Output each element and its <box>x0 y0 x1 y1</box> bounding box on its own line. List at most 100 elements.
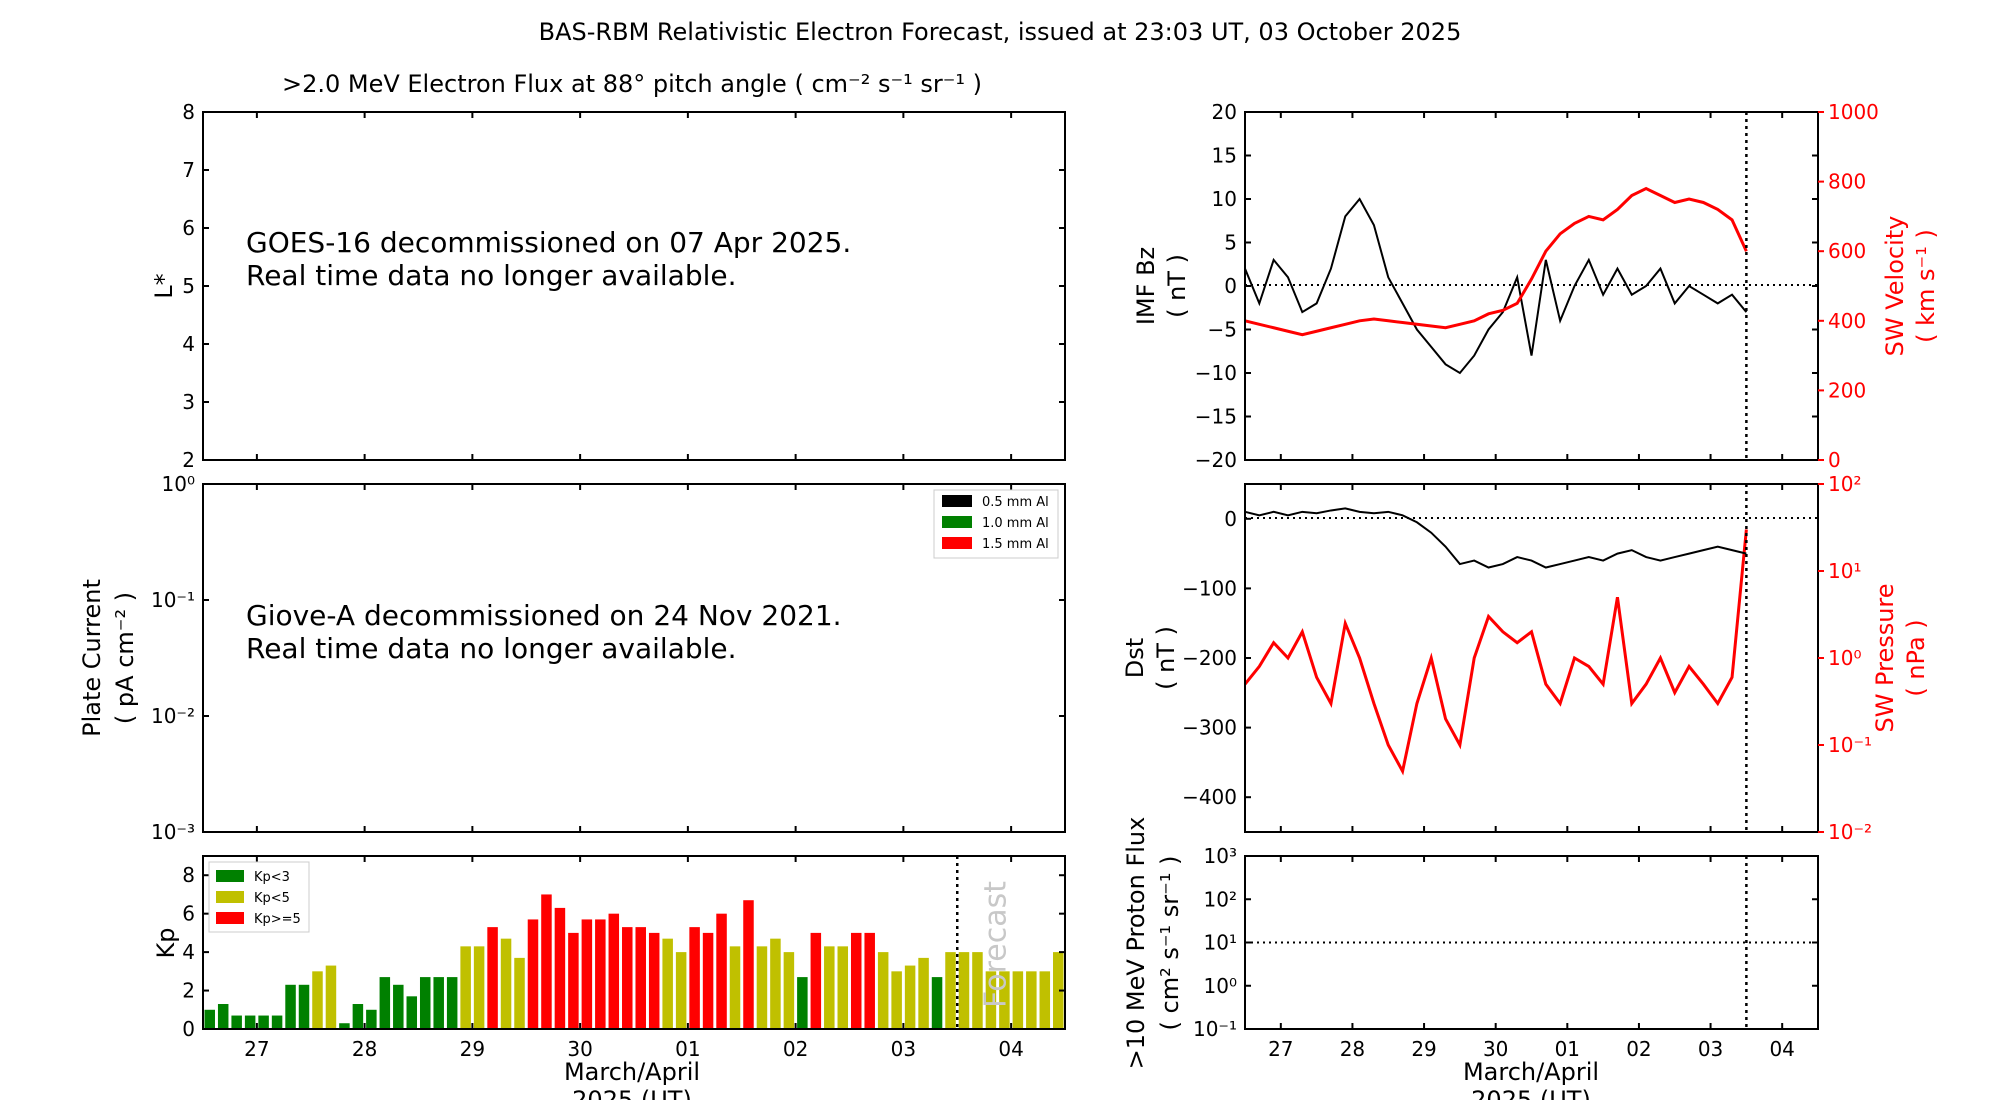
kp-bar <box>662 938 673 1029</box>
kp-bar <box>904 965 916 1029</box>
plate-current-message-line1: Giove-A decommissioned on 24 Nov 2021. <box>246 599 842 632</box>
sw-velocity-series <box>1244 186 1748 337</box>
kp-bar <box>972 952 983 1029</box>
kp-bar <box>541 894 552 1029</box>
dst-series <box>1244 507 1747 569</box>
imf-bz-series <box>1244 197 1748 375</box>
plate-current-x-ticks <box>255 484 1013 832</box>
kp-legend-label-low: Kp<3 <box>254 870 290 885</box>
y-tick-label: 3 <box>182 390 195 414</box>
kp-bar <box>568 932 579 1029</box>
plate-current-axes <box>202 483 1066 833</box>
y-tick-label: −400 <box>1182 785 1237 809</box>
kp-bar <box>339 1023 350 1029</box>
x-tick-label: 29 <box>1411 1037 1436 1061</box>
kp-bar <box>487 927 498 1029</box>
proton-y-ticks: 10⁻¹ 10⁰ 10¹ 10² 10³ <box>1193 844 1818 1041</box>
electron-flux-message-line1: GOES-16 decommissioned on 07 Apr 2025. <box>246 226 851 259</box>
y-tick-label: 0 <box>1224 507 1237 531</box>
kp-bar <box>877 952 889 1029</box>
electron-flux-title: >2.0 MeV Electron Flux at 88° pitch angl… <box>282 70 982 98</box>
y-tick-label: 10⁻¹ <box>1193 1017 1237 1041</box>
y2-tick-label: 600 <box>1828 239 1866 263</box>
legend-label-1-0mm: 1.0 mm Al <box>982 516 1049 531</box>
kp-bar <box>433 977 444 1029</box>
kp-bar <box>419 977 431 1029</box>
kp-bar <box>379 977 391 1029</box>
x-tick-label: 04 <box>998 1037 1023 1061</box>
kp-bar <box>366 1009 377 1029</box>
kp-bar <box>648 932 660 1029</box>
y-tick-label: 10¹ <box>1204 931 1237 955</box>
figure-title: BAS-RBM Relativistic Electron Forecast, … <box>539 18 1462 46</box>
y-tick-label: 10⁰ <box>162 472 195 496</box>
proton-x-label-line2: 2025 (UT) <box>1471 1086 1591 1100</box>
kp-bar <box>783 952 795 1029</box>
kp-bar <box>554 907 566 1029</box>
kp-bar <box>702 932 714 1029</box>
plate-current-message-line2: Real time data no longer available. <box>246 632 737 665</box>
proton-x-label-line1: March/April <box>1463 1058 1599 1086</box>
y-tick-label: 2 <box>182 448 195 472</box>
kp-bar <box>460 946 471 1029</box>
y2-tick-label: 0 <box>1828 448 1841 472</box>
kp-bar <box>204 1009 215 1029</box>
proton-x-ticks: 27 28 29 30 01 02 03 04 <box>1268 856 1795 1061</box>
y-tick-label: 5 <box>1224 231 1237 255</box>
dst-y-ticks: −400 −300 −200 −100 0 <box>1182 507 1251 809</box>
velocity-y-label-line2: ( km s⁻¹ ) <box>1912 229 1940 343</box>
dst-pressure-axes <box>1244 483 1819 833</box>
kp-bar <box>352 1004 364 1029</box>
x-tick-label: 30 <box>1483 1037 1508 1061</box>
plate-current-y-ticks: 10⁻³ 10⁻² 10⁻¹ 10⁰ <box>151 472 1065 844</box>
imf-y-label-line1: IMF Bz <box>1132 247 1160 325</box>
imf-velocity-panel: −20 −15 −10 −5 0 5 10 15 20 0 200 400 600 800 1000 IM… <box>1132 100 1940 472</box>
kp-bar <box>285 984 296 1029</box>
y-tick-label: 8 <box>182 100 195 124</box>
kp-bar <box>756 946 768 1029</box>
y-tick-label: −200 <box>1182 646 1237 670</box>
y2-tick-label: 1000 <box>1828 100 1879 124</box>
y-tick-label: 10 <box>1212 187 1237 211</box>
kp-bar <box>635 927 646 1029</box>
electron-flux-message-line2: Real time data no longer available. <box>246 259 737 292</box>
y2-tick-label: 400 <box>1828 309 1866 333</box>
y-tick-label: 0 <box>182 1017 195 1041</box>
kp-bar <box>393 984 404 1029</box>
y-tick-label: 2 <box>182 979 195 1003</box>
y-tick-label: 10⁻³ <box>151 820 195 844</box>
kp-bar <box>298 984 310 1029</box>
kp-bar <box>622 927 633 1029</box>
x-tick-label: 29 <box>460 1037 485 1061</box>
kp-bar <box>824 946 835 1029</box>
kp-legend-swatch-low <box>216 870 244 882</box>
y-tick-label: −100 <box>1182 576 1237 600</box>
y-tick-label: 15 <box>1212 144 1237 168</box>
y2-tick-label: 10⁻² <box>1828 820 1872 844</box>
kp-bar <box>743 900 754 1029</box>
kp-x-label-line1: March/April <box>564 1058 700 1086</box>
kp-bar <box>1039 971 1051 1029</box>
y-tick-label: 8 <box>182 863 195 887</box>
legend-swatch-0-5mm <box>942 495 972 507</box>
x-tick-label: 04 <box>1769 1037 1794 1061</box>
kp-bar <box>514 957 525 1029</box>
y-tick-label: −15 <box>1195 405 1237 429</box>
kp-x-label-line2: 2025 (UT) <box>572 1086 692 1100</box>
kp-bar <box>258 1015 269 1029</box>
kp-bar <box>985 971 997 1029</box>
kp-bar <box>244 1015 256 1029</box>
dst-y-label-line2: ( nT ) <box>1152 626 1180 690</box>
x-tick-label: 27 <box>244 1037 269 1061</box>
x-tick-label: 28 <box>352 1037 377 1061</box>
kp-bar <box>325 965 337 1029</box>
y-tick-label: 5 <box>182 274 195 298</box>
plate-current-y-label-line2: ( pA cm⁻² ) <box>111 592 139 724</box>
y-tick-label: 10² <box>1204 887 1237 911</box>
electron-flux-y-ticks: 2 3 4 5 6 7 8 <box>182 100 1065 472</box>
y2-tick-label: 10¹ <box>1828 559 1861 583</box>
kp-bar <box>918 957 929 1029</box>
y-tick-label: 4 <box>182 940 195 964</box>
y-tick-label: 10⁰ <box>1204 974 1237 998</box>
kp-bar <box>810 932 822 1029</box>
